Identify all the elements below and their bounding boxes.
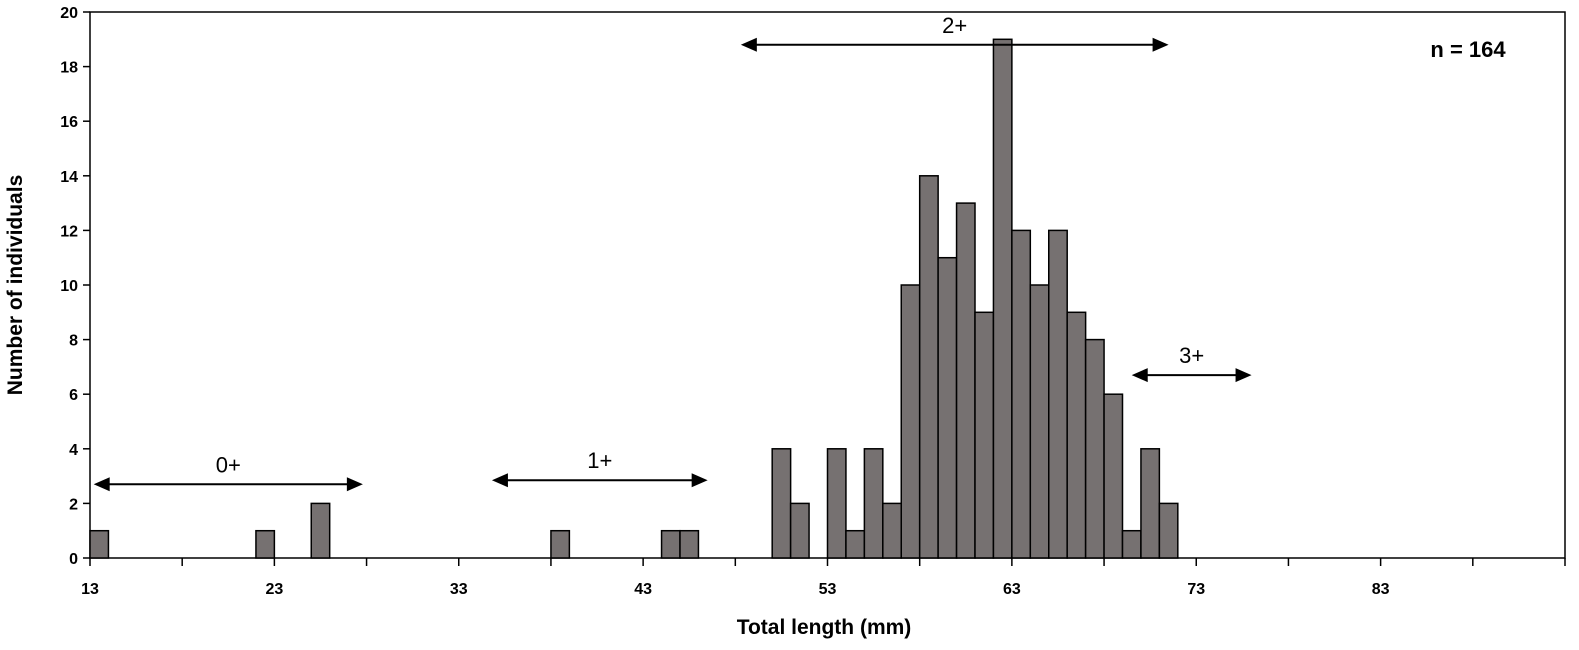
bar	[550, 529, 571, 559]
arrowhead-left	[491, 473, 508, 488]
bar	[1140, 448, 1161, 559]
x-tick-label: 43	[634, 581, 652, 598]
bar	[1066, 311, 1087, 559]
bar	[1011, 229, 1032, 559]
bar	[255, 529, 276, 559]
bar	[1158, 502, 1179, 559]
arrowhead-right	[691, 473, 708, 488]
bar	[679, 529, 700, 559]
annotations-group: 0+ 1+ 2+ 3+	[93, 13, 1252, 492]
x-tick-label: 13	[81, 581, 99, 598]
y-axis-title: Number of individuals	[4, 175, 27, 396]
annotation-label: 3+	[1179, 343, 1204, 368]
bar	[826, 448, 847, 559]
bar	[845, 529, 866, 559]
bar	[310, 502, 331, 559]
bars-group	[89, 38, 1179, 559]
y-tick-label: 2	[69, 496, 78, 513]
age-class-annotation: 3+	[1131, 343, 1252, 383]
bar	[955, 202, 976, 559]
bar	[1121, 529, 1142, 559]
bar	[863, 448, 884, 559]
arrowhead-left	[1131, 368, 1148, 383]
bar	[771, 448, 792, 559]
bar	[882, 502, 902, 559]
bar	[937, 256, 958, 559]
bar	[660, 529, 681, 559]
x-tick-label: 73	[1187, 581, 1205, 598]
age-class-annotation: 1+	[491, 448, 708, 488]
x-tick-label: 33	[450, 581, 468, 598]
bar	[918, 175, 939, 559]
age-class-annotation: 2+	[740, 13, 1169, 52]
y-tick-label: 10	[60, 278, 78, 295]
y-tick-label: 6	[69, 387, 78, 404]
y-tick-label: 8	[69, 333, 78, 350]
bar	[992, 38, 1013, 559]
arrowhead-left	[740, 37, 757, 52]
x-tick-label: 53	[819, 581, 837, 598]
bar	[1029, 284, 1050, 559]
axes-group: 0 2 4 6 8 10 12 14 16 18 20 13 23 33 43 53 63 73 83	[60, 5, 1566, 598]
age-class-annotation: 0+	[93, 452, 363, 492]
y-tick-label: 12	[60, 223, 78, 240]
x-axis-title: Total length (mm)	[737, 616, 912, 639]
x-tick-label: 83	[1372, 581, 1390, 598]
sample-size-label: n = 164	[1430, 37, 1506, 62]
arrowhead-right	[1152, 37, 1169, 52]
bar	[1103, 393, 1124, 559]
bar	[1048, 229, 1068, 559]
y-tick-label: 18	[60, 60, 78, 77]
y-tick-label: 4	[69, 442, 78, 459]
bar	[900, 284, 921, 559]
y-tick-label: 0	[69, 551, 78, 568]
annotation-label: 2+	[942, 13, 967, 38]
arrowhead-right	[1235, 368, 1252, 383]
arrowhead-left	[93, 477, 110, 492]
bar	[1084, 338, 1105, 559]
bar	[974, 311, 995, 559]
y-tick-label: 16	[60, 114, 78, 131]
x-tick-label: 63	[1003, 581, 1021, 598]
bar	[789, 502, 810, 559]
bar	[89, 529, 110, 559]
y-tick-label: 14	[60, 169, 78, 186]
arrowhead-right	[346, 477, 363, 492]
x-tick-label: 23	[265, 581, 283, 598]
annotation-label: 0+	[216, 452, 241, 477]
y-tick-label: 20	[60, 5, 78, 22]
annotation-label: 1+	[587, 448, 612, 473]
